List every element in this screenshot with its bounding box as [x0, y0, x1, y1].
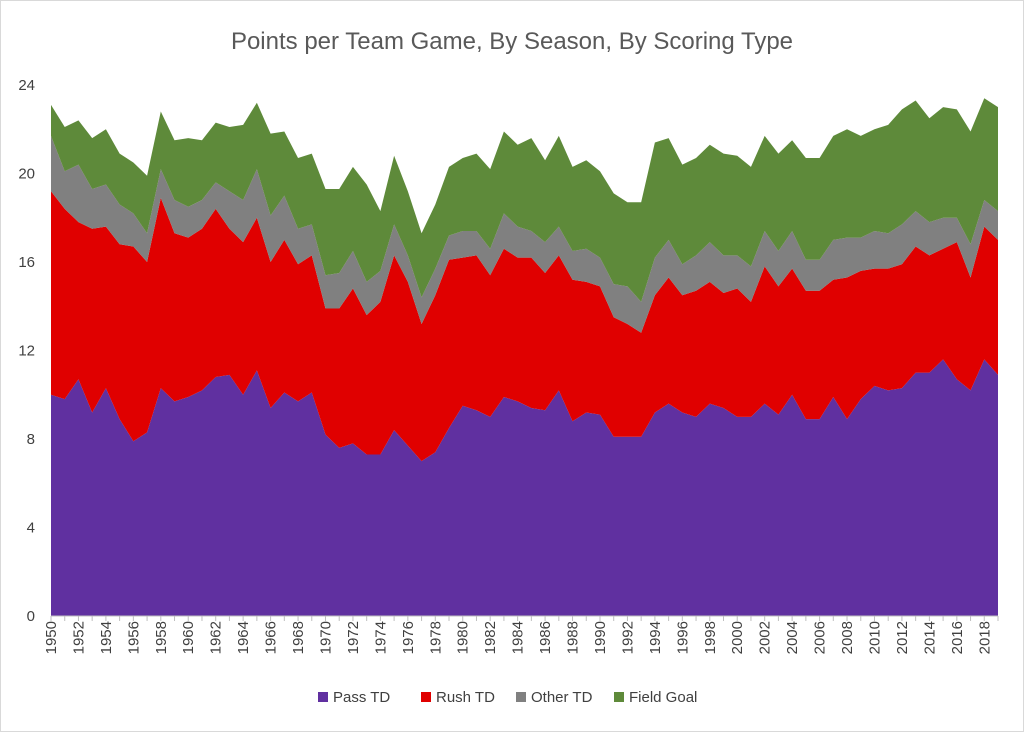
- x-tick-label: 1966: [263, 621, 280, 654]
- x-ticks: 1950 1952 1954 1956 1958 1960 1962 1964 1966 1968…: [43, 616, 999, 654]
- x-tick-label: 1960: [180, 621, 197, 654]
- x-tick-label: 1980: [455, 621, 472, 654]
- legend-label-rush-td: Rush TD: [436, 689, 495, 706]
- x-tick-label: 1956: [125, 621, 142, 654]
- y-tick-label: 0: [27, 608, 35, 625]
- x-tick-label: 1964: [235, 621, 252, 654]
- legend-swatch-pass-td: [318, 692, 328, 702]
- x-tick-label: 1970: [317, 621, 334, 654]
- series-area-field-goal: [51, 98, 998, 302]
- x-tick-label: 1972: [345, 621, 362, 654]
- chart-title: Points per Team Game, By Season, By Scor…: [231, 28, 793, 55]
- x-tick-label: 2000: [729, 621, 746, 654]
- legend-swatch-field-goal: [614, 692, 624, 702]
- x-tick-label: 2016: [949, 621, 966, 654]
- x-tick-label: 1984: [510, 621, 527, 654]
- legend-label-field-goal: Field Goal: [629, 689, 697, 706]
- plot-areas: [51, 98, 998, 616]
- x-tick-label: 1982: [482, 621, 499, 654]
- x-tick-label: 2006: [812, 621, 829, 654]
- y-tick-label: 4: [27, 520, 35, 537]
- legend-label-other-td: Other TD: [531, 689, 593, 706]
- x-tick-label: 1950: [43, 621, 60, 654]
- x-tick-label: 2018: [976, 621, 993, 654]
- x-tick-label: 2008: [839, 621, 856, 654]
- legend-swatch-other-td: [516, 692, 526, 702]
- x-tick-label: 2004: [784, 621, 801, 654]
- series-area-other-td: [51, 135, 998, 333]
- x-tick-label: 1974: [372, 621, 389, 654]
- x-tick-label: 1968: [290, 621, 307, 654]
- y-tick-label: 12: [18, 343, 35, 360]
- x-tick-label: 1978: [427, 621, 444, 654]
- legend-label-pass-td: Pass TD: [333, 689, 390, 706]
- series-area-pass-td: [51, 359, 998, 616]
- x-tick-label: 2010: [866, 621, 883, 654]
- y-tick-label: 24: [18, 77, 35, 94]
- x-tick-label: 2002: [757, 621, 774, 654]
- x-tick-label: 1988: [565, 621, 582, 654]
- y-tick-label: 16: [18, 254, 35, 271]
- x-tick-label: 1952: [70, 621, 87, 654]
- series-area-rush-td: [51, 191, 998, 462]
- x-tick-label: 1986: [537, 621, 554, 654]
- x-tick-label: 2012: [894, 621, 911, 654]
- x-tick-label: 1976: [400, 621, 417, 654]
- x-tick-label: 1958: [153, 621, 170, 654]
- x-tick-label: 1954: [98, 621, 115, 654]
- y-tick-label: 8: [27, 431, 35, 448]
- x-tick-label: 1998: [702, 621, 719, 654]
- y-ticks: 0 4 8 12 16 20 24: [18, 77, 35, 625]
- x-tick-label: 2014: [921, 621, 938, 654]
- x-tick-label: 1962: [208, 621, 225, 654]
- x-tick-label: 1994: [647, 621, 664, 654]
- y-tick-label: 20: [18, 166, 35, 183]
- legend-swatch-rush-td: [421, 692, 431, 702]
- x-tick-label: 1992: [619, 621, 636, 654]
- x-tick-label: 1990: [592, 621, 609, 654]
- x-tick-label: 1996: [674, 621, 691, 654]
- legend: Pass TD Rush TD Other TD Field Goal: [318, 689, 697, 706]
